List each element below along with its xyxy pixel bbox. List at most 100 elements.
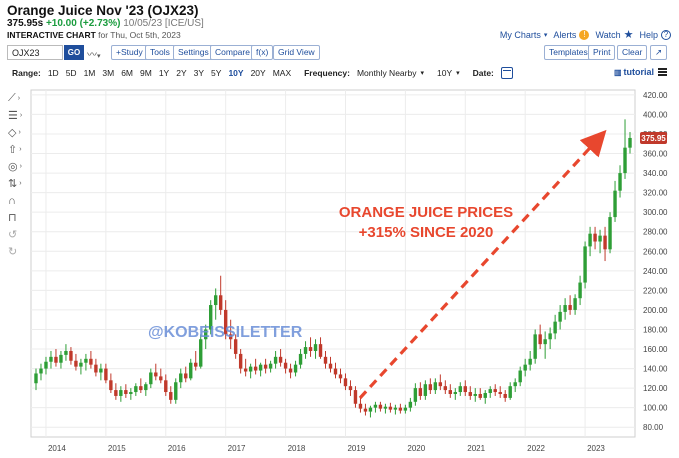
tools-button[interactable]: Tools — [145, 45, 175, 60]
magnet-icon[interactable]: ∩ — [8, 194, 16, 207]
lock-icon[interactable]: ⊓ — [8, 212, 17, 224]
candle-body — [228, 334, 233, 340]
range-3m[interactable]: 3M — [102, 68, 115, 78]
hamburger-menu-icon[interactable] — [658, 68, 667, 76]
candle-body — [338, 374, 343, 379]
fib-tool-icon[interactable]: ☰ › — [8, 110, 23, 122]
watch-link[interactable]: Watch ★ — [595, 28, 633, 41]
candle-body — [44, 361, 48, 369]
chart-toolbar: OJX23 GO 〰▾ +Study Tools Settings Compar… — [7, 45, 670, 63]
print-button[interactable]: Print — [588, 45, 616, 60]
candle-body — [39, 368, 43, 374]
candle-body — [119, 390, 123, 396]
top-links: My Charts ▾ Alerts ! Watch ★ Help ? — [500, 28, 671, 41]
range-3y[interactable]: 3Y — [193, 68, 205, 78]
candle-body — [503, 393, 507, 398]
candle-body — [378, 404, 383, 409]
candle-body — [248, 366, 253, 372]
price-line: 375.95s +10.00 (+2.73%) 10/05/23 [ICE/US… — [7, 18, 204, 29]
chart-subtitle: INTERACTIVE CHART for Thu, Oct 5th, 2023 — [7, 30, 181, 40]
tutorial-link[interactable]: ▥ tutorial — [614, 67, 654, 77]
x-tick-label: 2023 — [587, 444, 605, 453]
period-select[interactable]: 10Y ▾ — [437, 68, 460, 78]
candle-body — [263, 364, 268, 369]
range-1d[interactable]: 1D — [47, 68, 59, 78]
y-tick-label: 120.00 — [643, 384, 668, 393]
y-tick-label: 180.00 — [643, 325, 668, 334]
candle-body — [443, 386, 448, 391]
candle-body — [393, 407, 398, 410]
chevron-down-icon: ▾ — [97, 53, 101, 60]
redo-icon[interactable]: ↻ — [8, 246, 18, 258]
candle-body — [243, 368, 248, 372]
subtitle-date: for Thu, Oct 5th, 2023 — [98, 30, 181, 40]
symbol-input[interactable]: OJX23 — [7, 45, 63, 60]
fx-button[interactable]: f(x) — [251, 45, 274, 60]
candle-body — [468, 392, 472, 396]
candle-body — [518, 370, 522, 383]
candle-body — [403, 407, 408, 411]
subtitle-bold: INTERACTIVE CHART — [7, 30, 96, 40]
my-charts-label: My Charts — [499, 29, 541, 40]
watermark-text: @KOBEISSILETTER — [148, 324, 303, 341]
y-tick-label: 340.00 — [643, 169, 668, 178]
y-tick-label: 300.00 — [643, 208, 668, 217]
pattern-tool-icon[interactable]: ◎ › — [8, 161, 22, 173]
candle-body — [99, 368, 103, 373]
add-study-button[interactable]: +Study — [111, 45, 148, 60]
candle-body — [174, 382, 178, 400]
chart-type-icon: 〰 — [87, 50, 97, 61]
help-link[interactable]: Help ? — [639, 29, 671, 40]
clear-button[interactable]: Clear — [617, 45, 648, 60]
range-5d[interactable]: 5D — [65, 68, 77, 78]
range-max[interactable]: MAX — [272, 68, 292, 78]
y-tick-label: 240.00 — [643, 267, 668, 276]
candle-body — [54, 356, 58, 363]
grid-view-button[interactable]: Grid View — [273, 45, 320, 60]
my-charts-link[interactable]: My Charts ▾ — [500, 30, 548, 40]
candle-body — [194, 362, 198, 367]
candle-body — [358, 403, 363, 409]
range-10y[interactable]: 10Y — [228, 68, 244, 78]
undo-icon[interactable]: ↺ — [8, 229, 18, 241]
range-1m[interactable]: 1M — [83, 68, 96, 78]
frequency-select[interactable]: Monthly Nearby ▾ — [357, 68, 424, 78]
frequency-label: Frequency: — [304, 68, 350, 78]
range-6m[interactable]: 6M — [121, 68, 133, 78]
y-tick-label: 400.00 — [643, 110, 668, 119]
measure-tool-icon[interactable]: ⇅ › — [8, 178, 22, 190]
y-tick-label: 360.00 — [643, 150, 668, 159]
candle-body — [523, 364, 527, 371]
candle-body — [483, 393, 487, 398]
go-button[interactable]: GO — [64, 45, 84, 60]
candle-body — [49, 356, 53, 362]
range-2y[interactable]: 2Y — [176, 68, 187, 78]
compare-button[interactable]: Compare — [210, 45, 255, 60]
candle-body — [573, 298, 577, 310]
arrow-tool-icon[interactable]: ⇧ › — [8, 144, 22, 156]
candle-body — [268, 363, 273, 369]
candle-body — [129, 392, 133, 394]
candle-body — [603, 235, 607, 250]
y-tick-label: 160.00 — [643, 345, 668, 354]
range-5y[interactable]: 5Y — [211, 68, 222, 78]
range-20y[interactable]: 20Y — [250, 68, 266, 78]
range-1y[interactable]: 1Y — [158, 68, 170, 78]
alerts-link[interactable]: Alerts ! — [553, 29, 590, 40]
y-tick-label: 260.00 — [643, 247, 668, 256]
candle-body — [588, 233, 592, 247]
frequency-value: Monthly Nearby — [356, 68, 417, 78]
chart-type-dropdown[interactable]: 〰▾ — [87, 46, 101, 61]
candle-body — [64, 350, 68, 355]
templates-button[interactable]: Templates — [544, 45, 593, 60]
expand-button[interactable]: ↗ — [650, 45, 668, 60]
candle-body — [463, 386, 467, 393]
settings-button[interactable]: Settings — [173, 45, 214, 60]
calendar-icon[interactable] — [500, 67, 513, 79]
line-tool-icon[interactable]: ⟋ › — [8, 92, 21, 104]
candle-body — [493, 389, 497, 393]
x-tick-label: 2021 — [467, 444, 485, 453]
shape-tool-icon[interactable]: ◇ › — [8, 127, 21, 139]
range-9m[interactable]: 9M — [140, 68, 152, 78]
